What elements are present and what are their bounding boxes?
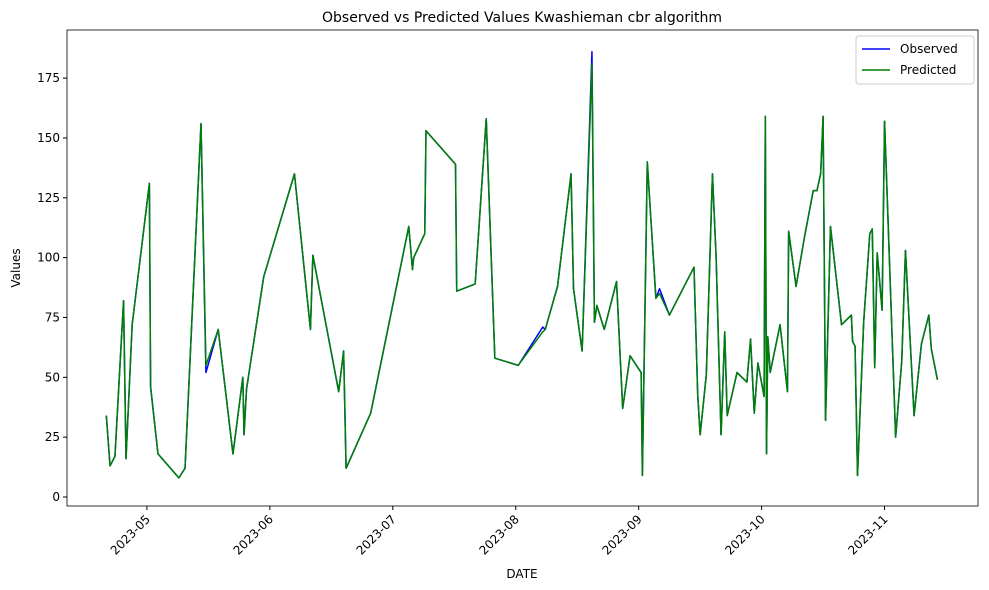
y-tick-label: 175: [37, 71, 60, 85]
y-tick-label: 75: [45, 310, 60, 324]
y-tick-label: 125: [37, 191, 60, 205]
y-tick-label: 25: [45, 430, 60, 444]
y-tick-label: 50: [45, 370, 60, 384]
data-line: [105, 63, 939, 479]
chart-title: Observed vs Predicted Values Kwashieman …: [322, 10, 722, 26]
y-tick-label: 0: [52, 490, 60, 504]
x-axis-label: DATE: [506, 567, 537, 581]
y-tick-label: 100: [37, 251, 60, 265]
plot-frame: [66, 29, 979, 507]
y-tick-label: 150: [37, 131, 60, 145]
legend-label: Observed: [900, 42, 958, 56]
legend-box: [855, 35, 975, 85]
legend-label: Predicted: [900, 63, 956, 77]
y-axis-label: Values: [9, 248, 23, 287]
